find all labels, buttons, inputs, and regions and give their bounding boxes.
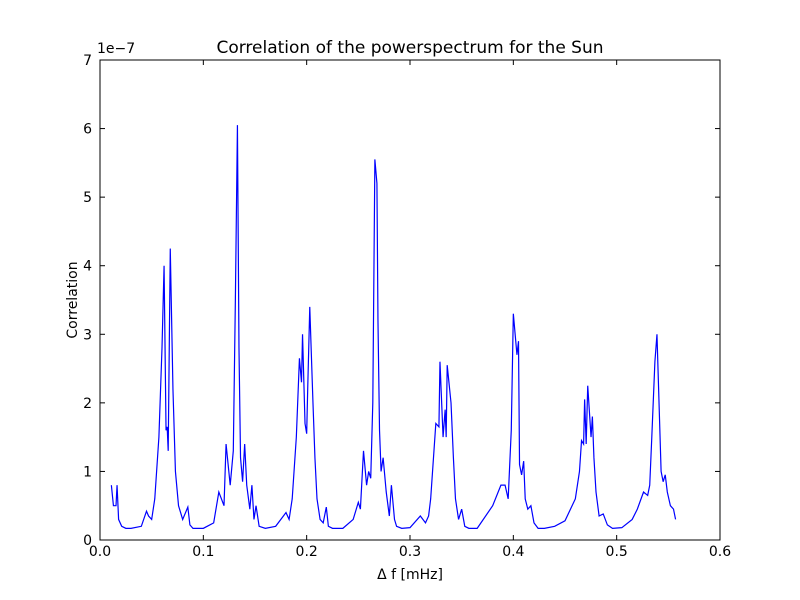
data-line [110, 125, 677, 529]
y-tick-label: 4 [83, 259, 92, 275]
y-tick-label: 7 [83, 53, 92, 69]
x-tick-label: 0.3 [399, 544, 421, 560]
y-tick-label: 1 [83, 464, 92, 480]
y-tick-label: 0 [83, 533, 92, 549]
y-axis-label: Correlation [65, 261, 81, 338]
plot-frame [99, 59, 721, 541]
x-tick-label: 0.4 [502, 544, 524, 560]
x-axis-label: Δ f [mHz] [377, 567, 443, 583]
x-tick-label: 0.0 [89, 544, 111, 560]
y-tick-label: 3 [83, 327, 92, 343]
y-tick-label: 5 [83, 190, 92, 206]
x-tick-label: 0.2 [296, 544, 318, 560]
y-tick-label: 2 [83, 396, 92, 412]
x-tick-label: 0.1 [192, 544, 214, 560]
y-offset-label: 1e−7 [97, 41, 135, 57]
y-tick-label: 6 [83, 122, 92, 138]
chart-title: Correlation of the powerspectrum for the… [216, 38, 603, 58]
x-tick-label: 0.5 [606, 544, 628, 560]
x-tick-label: 0.6 [709, 544, 731, 560]
